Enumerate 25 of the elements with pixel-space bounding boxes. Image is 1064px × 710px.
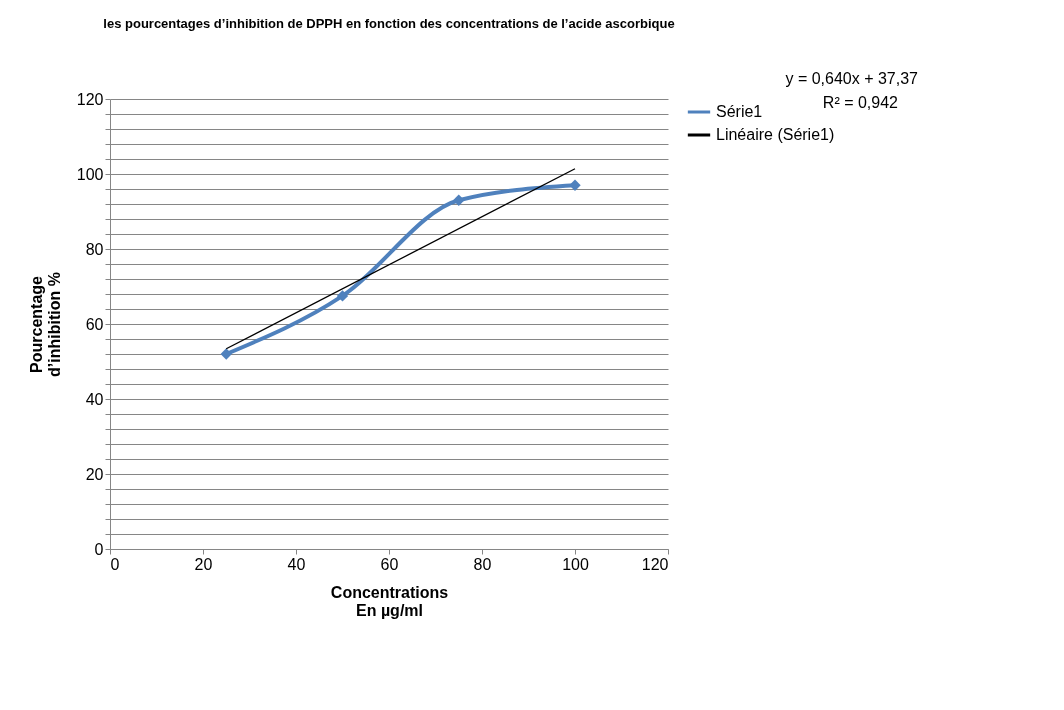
x-tick-label: 40 [287,555,306,573]
y-axis-title: Pourcentage d’inhibition % [27,272,63,377]
point [453,194,465,206]
legend-label: Linéaire (Série1) [716,126,835,143]
y-tick-label: 80 [85,240,104,258]
x-tick-label: 80 [473,555,492,573]
x-tick-label: 60 [380,555,399,573]
x-tick-label: 120 [641,555,669,573]
y-tick-label: 100 [76,165,104,183]
text: y = 0,640x + 37,37 [785,70,919,87]
text: R² = 0,942 [822,94,899,111]
point [569,179,581,191]
x-axis-title: Concentrations En µg/ml [330,583,449,619]
point [220,348,232,360]
chart-title: les pourcentages d’inhibition de DPPH en fonction des concentrations de l’acide ascorbique [103,16,675,31]
y-tick-label: 60 [85,315,104,333]
y-tick-label: 120 [76,90,104,108]
x-tick-label: 0 [110,555,120,573]
x-tick-label: 20 [194,555,213,573]
y-tick-label: 0 [94,540,104,558]
y-tick-label: 20 [85,465,104,483]
legend-label: Série1 [716,103,763,120]
point [336,290,349,302]
x-tick-label: 100 [562,555,589,573]
y-tick-label: 40 [85,390,104,408]
